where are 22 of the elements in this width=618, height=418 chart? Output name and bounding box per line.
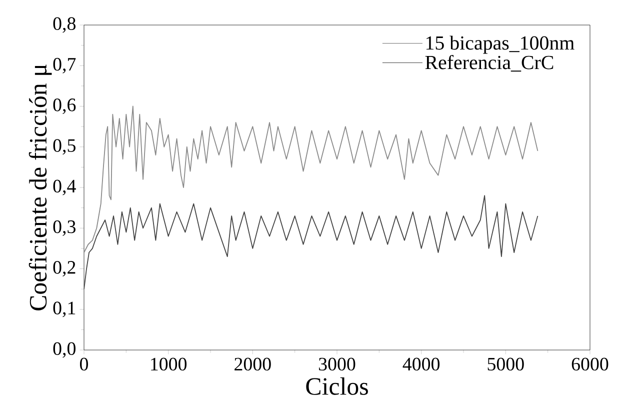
y-tick-label: 0,7	[53, 58, 76, 74]
x-tick-label: 4000	[402, 358, 440, 371]
y-tick-label: 0,2	[53, 261, 76, 276]
y-tick-label: 0,1	[53, 302, 76, 318]
x-tick-label: 0	[80, 358, 88, 371]
line-series	[84, 106, 538, 253]
y-tick-label: 0,4	[53, 180, 76, 196]
y-tick-label: 0,3	[53, 220, 76, 236]
y-tick-label: 0,5	[53, 139, 76, 155]
y-tick-label: 0,8	[53, 17, 76, 33]
line-series	[84, 195, 538, 290]
x-tick-label: 3000	[318, 358, 356, 371]
x-tick-label: 6000	[572, 358, 608, 371]
x-tick-label: 1000	[151, 358, 187, 371]
x-tick-label: 2000	[234, 358, 271, 371]
legend-label: 15 bicapas_100nm	[426, 36, 574, 54]
y-axis-title: Coeficiente de fricción μ	[28, 64, 52, 310]
x-tick-label: 5000	[488, 358, 524, 371]
x-axis-title: Ciclos	[306, 377, 368, 395]
y-tick-label: 0,0	[53, 342, 76, 358]
legend-label: Referencia_CrC	[425, 54, 554, 72]
y-tick-label: 0,6	[53, 98, 76, 114]
